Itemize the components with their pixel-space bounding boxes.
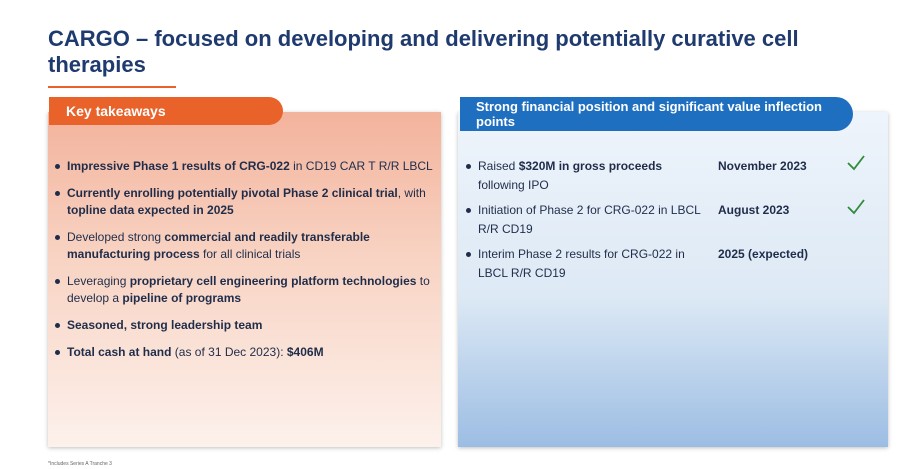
text: to develop a <box>67 274 430 305</box>
milestone-description: Interim Phase 2 results for CRG-022 in L… <box>466 245 704 283</box>
text: Leveraging <box>67 274 130 288</box>
checkmark-icon <box>846 153 866 179</box>
text: Raised <box>478 159 519 173</box>
milestone-date: August 2023 <box>718 203 790 217</box>
text: in CD19 CAR T R/R LBCL <box>289 159 433 173</box>
takeaway-item: Leveraging proprietary cell engineering … <box>55 273 439 307</box>
financial-position-card <box>458 112 888 447</box>
bold-text: topline data expected in 2025 <box>67 203 234 217</box>
key-takeaways-header: Key takeaways <box>49 97 283 125</box>
text: , with <box>397 186 426 200</box>
milestone-description: Initiation of Phase 2 for CRG-022 in LBC… <box>466 201 704 239</box>
title-underline <box>48 86 176 88</box>
bold-text: Seasoned, strong leadership team <box>67 318 263 332</box>
bold-text: proprietary cell engineering platform te… <box>129 274 417 288</box>
financial-position-header: Strong financial position and significan… <box>460 97 853 131</box>
milestone-date: 2025 (expected) <box>718 247 809 261</box>
text: Interim Phase 2 results for CRG-022 in L… <box>478 247 685 280</box>
takeaway-item: Seasoned, strong leadership team <box>55 317 439 334</box>
bold-text: $406M <box>286 345 324 359</box>
text: (as of 31 Dec 2023): <box>171 345 287 359</box>
text: Initiation of Phase 2 for CRG-022 in LBC… <box>478 203 701 236</box>
takeaway-item: Impressive Phase 1 results of CRG-022 in… <box>55 158 439 175</box>
takeaway-item: Total cash at hand (as of 31 Dec 2023): … <box>55 344 439 361</box>
milestone-date: November 2023 <box>718 159 807 173</box>
footnote: *Includes Series A Tranche 3 <box>48 461 112 467</box>
bold-text: commercial and readily transferable manu… <box>67 230 370 261</box>
key-takeaways-list: Impressive Phase 1 results of CRG-022 in… <box>55 158 439 371</box>
takeaway-item: Developed strong commercial and readily … <box>55 229 439 263</box>
takeaway-item: Currently enrolling potentially pivotal … <box>55 185 439 219</box>
milestone-description: Raised $320M in gross proceeds following… <box>466 157 704 195</box>
bold-text: pipeline of programs <box>122 291 242 305</box>
bold-text: Total cash at hand <box>67 345 172 359</box>
text: for all clinical trials <box>199 247 301 261</box>
key-takeaways-card <box>48 112 441 447</box>
bold-text: Currently enrolling potentially pivotal … <box>67 186 398 200</box>
text: following IPO <box>478 178 549 192</box>
text: Developed strong <box>67 230 165 244</box>
page-title: CARGO – focused on developing and delive… <box>48 26 799 77</box>
bold-text: $320M in gross proceeds <box>518 159 663 173</box>
checkmark-icon <box>846 197 866 223</box>
bold-text: Impressive Phase 1 results of CRG-022 <box>67 159 290 173</box>
